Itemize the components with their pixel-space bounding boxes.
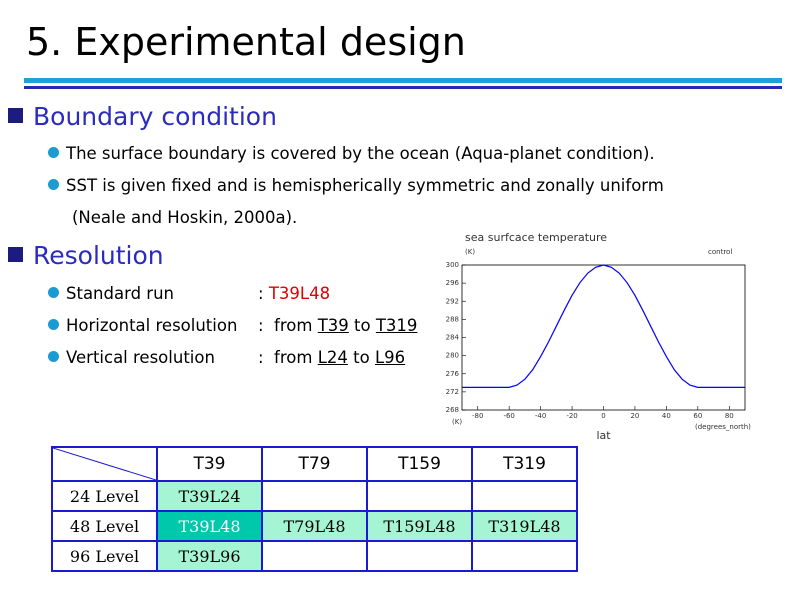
sst-chart: sea surfcace temperature (K) control (K) (de…	[446, 231, 752, 442]
bullet-dot	[48, 351, 59, 362]
bullet: The surface boundary is covered by the o…	[48, 144, 655, 163]
y-tick-label: 300	[446, 261, 459, 269]
table-cell	[366, 540, 473, 572]
y-tick-label: 296	[446, 279, 460, 287]
x-tick-label: 40	[662, 412, 671, 420]
table-cell: T39L24	[156, 480, 263, 512]
section-heading: Resolution	[8, 241, 164, 270]
annotation: control	[708, 248, 732, 256]
heading-text: Resolution	[33, 241, 164, 270]
bullet-text: T39	[317, 316, 349, 335]
bullet-text: T39L48	[268, 284, 331, 303]
bullet-text: to	[347, 348, 375, 367]
bullet: Standard run: T39L48	[48, 284, 330, 303]
x-tick-label: -60	[503, 412, 514, 420]
bullet: Vertical resolution : from L24 to L96	[48, 348, 405, 367]
x-axis-label: lat	[596, 429, 611, 442]
table-cell: T39L96	[156, 540, 263, 572]
row-header: 24 Level	[51, 480, 158, 512]
slide-title: 5. Experimental design	[26, 20, 466, 64]
y-tick-label: 292	[446, 297, 459, 305]
resolution-table: T39 T79 T159 T319 24 Level T39L24 48 Level T39L…	[51, 446, 578, 572]
y-tick-label: 272	[446, 388, 459, 396]
x-tick-label: 80	[725, 412, 734, 420]
header-row: T39 T79 T159 T319	[51, 446, 578, 482]
bullet-continuation: (Neale and Hoskin, 2000a).	[72, 208, 298, 227]
bullet: SST is given fixed and is hemisphericall…	[48, 176, 664, 195]
table-cell: T79L48	[261, 510, 368, 542]
bullet-text: : from	[258, 348, 318, 367]
table-cell: T319L48	[471, 510, 578, 542]
rule	[24, 78, 782, 83]
bullet-label: Horizontal resolution	[66, 316, 238, 335]
y-tick-label: 288	[446, 315, 459, 323]
y-tick-label: 276	[446, 370, 460, 378]
table-cell	[471, 480, 578, 512]
rule	[24, 86, 782, 89]
section-heading: Boundary condition	[8, 102, 277, 131]
column-header: T159	[366, 446, 473, 482]
row-header: 48 Level	[51, 510, 158, 542]
heading-text: Boundary condition	[33, 102, 277, 131]
bullet-text: The surface boundary is covered by the o…	[66, 144, 655, 163]
diagonal	[53, 448, 156, 480]
x-unit: (degrees_north)	[695, 423, 751, 431]
table-row: 48 Level T39L48 T79L48 T159L48 T319L48	[51, 510, 578, 542]
table-cell	[471, 540, 578, 572]
table-row: 24 Level T39L24	[51, 480, 578, 512]
table-row: 96 Level T39L96	[51, 540, 578, 572]
table-cell: T39L48	[156, 510, 263, 542]
bullet-label: Standard run	[66, 284, 175, 303]
bullet-text: to	[348, 316, 376, 335]
corner-cell	[51, 446, 158, 482]
column-header: T39	[156, 446, 263, 482]
table-cell	[261, 480, 368, 512]
bullet-dot	[48, 287, 59, 298]
plot-frame	[461, 264, 746, 411]
sst-line	[462, 264, 745, 388]
y-unit: (K)	[465, 248, 475, 256]
x-tick-label: 60	[693, 412, 702, 420]
bullet-text: L96	[374, 348, 406, 367]
bullet-text: :	[258, 284, 269, 303]
x-tick-label: 0	[601, 412, 605, 420]
column-header: T79	[261, 446, 368, 482]
y-tick-label: 284	[446, 334, 460, 342]
y-tick-label: 280	[446, 352, 459, 360]
bullet-text: : from	[258, 316, 318, 335]
table-cell	[366, 480, 473, 512]
row-header: 96 Level	[51, 540, 158, 572]
chart-title: sea surfcace temperature	[465, 231, 607, 244]
bullet-text: SST is given fixed and is hemisphericall…	[66, 176, 664, 195]
x-tick-label: -80	[472, 412, 483, 420]
column-header: T319	[471, 446, 578, 482]
bullet-dot	[48, 319, 59, 330]
bullet-text: T319	[375, 316, 418, 335]
table-cell: T159L48	[366, 510, 473, 542]
bullet-text: L24	[317, 348, 348, 367]
table-cell	[261, 540, 368, 572]
x-tick-label: -20	[566, 412, 577, 420]
bullet-label: Vertical resolution	[66, 348, 215, 367]
x-unit: (K)	[452, 418, 462, 426]
bullet: Horizontal resolution : from T39 to T319	[48, 316, 417, 335]
x-tick-label: -40	[535, 412, 546, 420]
x-tick-label: 20	[630, 412, 639, 420]
y-tick-label: 268	[446, 406, 459, 414]
